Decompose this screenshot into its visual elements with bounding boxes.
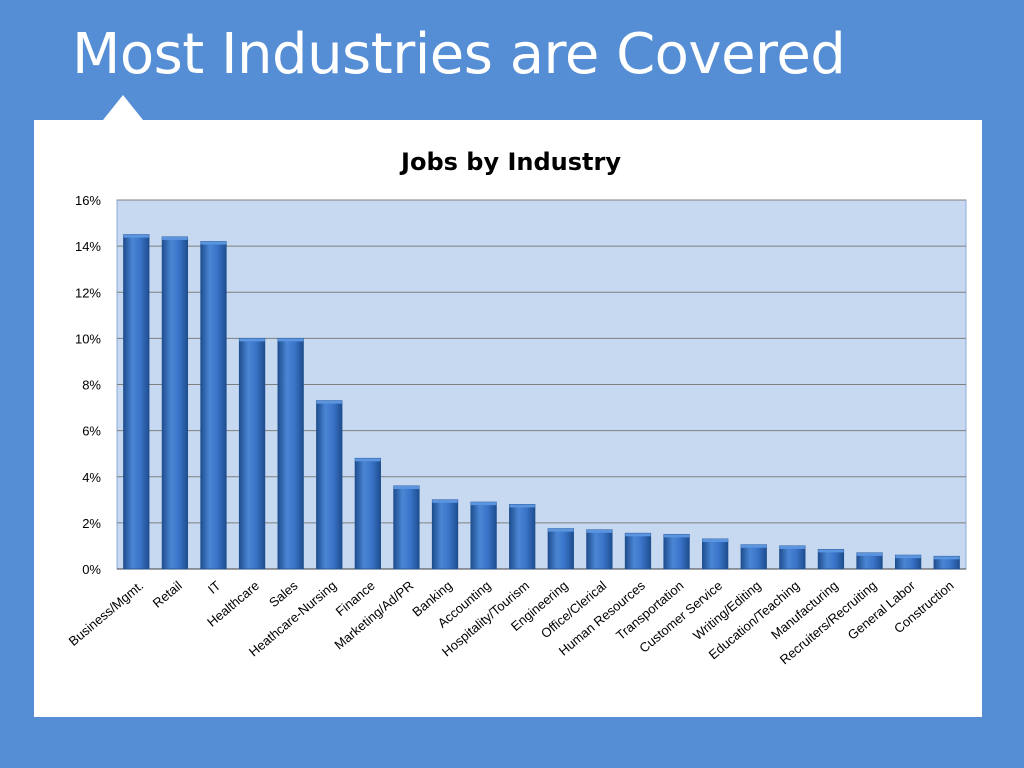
bar <box>894 554 922 570</box>
bar-top-highlight <box>548 528 574 532</box>
bar <box>740 544 767 570</box>
bar <box>817 548 845 570</box>
y-tick-label: 16% <box>75 193 101 208</box>
bar <box>200 241 227 570</box>
bar-top-highlight <box>895 555 921 559</box>
bar <box>663 534 690 570</box>
bar <box>431 499 459 570</box>
y-tick-label: 0% <box>82 562 101 577</box>
bar-top-highlight <box>509 504 535 508</box>
bar-top-highlight <box>856 552 883 556</box>
bar-top-highlight <box>123 234 150 238</box>
bar <box>354 457 381 570</box>
bar-top-highlight <box>355 458 381 462</box>
bar <box>316 400 343 570</box>
chart-panel: Jobs by Industry 0% 2% 4% 6% 8% 10% 12% 14% 16% … <box>34 120 982 717</box>
bar-top-highlight <box>586 529 613 533</box>
bar <box>393 485 420 570</box>
bar <box>702 538 729 570</box>
bar-top-highlight <box>239 338 265 342</box>
bar <box>779 545 806 570</box>
bar <box>277 337 304 570</box>
bar-top-highlight <box>625 533 651 537</box>
y-tick-label: 10% <box>75 331 101 346</box>
bar-top-highlight <box>663 534 690 538</box>
y-tick-label: 6% <box>82 424 101 439</box>
bar <box>547 528 574 570</box>
bar-top-highlight <box>933 556 960 560</box>
x-category-label: Retail <box>150 578 185 611</box>
bar <box>238 337 266 570</box>
bar-top-highlight <box>702 539 728 543</box>
y-tick-label: 14% <box>75 239 101 254</box>
bar-top-highlight <box>277 338 304 342</box>
bar-top-highlight <box>432 499 458 503</box>
y-tick-label: 4% <box>82 470 101 485</box>
bar-top-highlight <box>779 545 806 549</box>
bar-top-highlight <box>741 544 767 548</box>
slide-title: Most Industries are Covered <box>72 22 846 87</box>
bars <box>123 234 960 570</box>
x-category-label: Business/Mgmt. <box>66 578 146 649</box>
bar <box>161 236 189 570</box>
bar <box>123 234 150 570</box>
callout-pointer <box>103 95 143 120</box>
chart-title: Jobs by Industry <box>399 148 621 176</box>
bar <box>509 504 536 570</box>
bar-top-highlight <box>200 241 227 245</box>
bar-top-highlight <box>162 236 188 240</box>
bar-top-highlight <box>470 502 497 506</box>
y-axis-ticks: 0% 2% 4% 6% 8% 10% 12% 14% 16% <box>75 193 101 577</box>
jobs-by-industry-chart: Jobs by Industry 0%2%4%6%8%10%12%14%16% … <box>66 148 967 667</box>
bar <box>470 501 497 570</box>
bar-top-highlight <box>818 549 844 553</box>
bar-top-highlight <box>316 400 342 404</box>
bar <box>586 529 613 570</box>
x-category-label: IT <box>205 578 224 597</box>
y-tick-label: 2% <box>82 516 101 531</box>
y-tick-label: 12% <box>75 285 101 300</box>
y-tick-label: 8% <box>82 378 101 393</box>
bar-top-highlight <box>393 485 420 489</box>
bar <box>624 532 652 570</box>
